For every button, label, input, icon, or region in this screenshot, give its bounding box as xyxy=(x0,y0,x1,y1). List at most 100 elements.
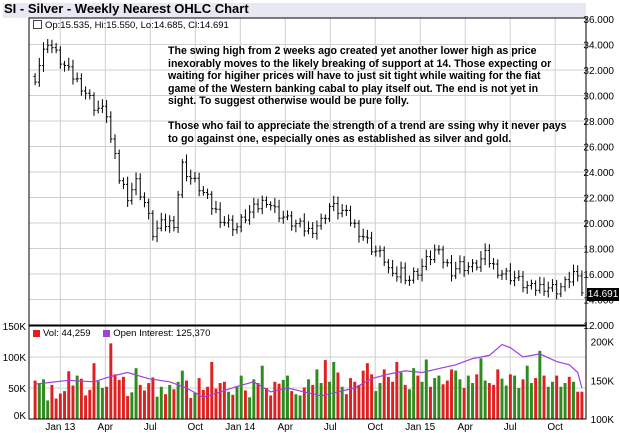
ohlc-bar xyxy=(500,269,504,280)
ohlc-bar xyxy=(58,46,62,69)
volume-bar xyxy=(273,381,277,419)
volume-bar xyxy=(332,361,336,419)
ohlc-bar xyxy=(306,221,311,235)
volume-bar xyxy=(471,383,475,419)
ohlc-bar xyxy=(529,279,534,290)
volume-bar xyxy=(550,381,554,419)
volume-bar xyxy=(521,379,525,419)
volume-y-axis-left-labels: 0K 50K 100K 150K xyxy=(3,322,27,422)
volume-bar xyxy=(424,359,428,419)
volume-bar xyxy=(391,381,395,419)
title-bar-background xyxy=(3,3,586,18)
ohlc-bar xyxy=(391,259,395,277)
ohlc-bar xyxy=(576,265,580,282)
ohlc-bar xyxy=(151,210,155,241)
price-tick-label: 28.000 xyxy=(583,117,614,128)
volume-bar xyxy=(328,381,332,419)
volume-bar xyxy=(206,386,210,419)
volume-bar xyxy=(105,386,109,419)
volume-bar xyxy=(63,391,67,419)
volume-bar xyxy=(361,370,365,419)
ohlc-bar xyxy=(462,256,466,277)
volume-bar xyxy=(256,383,260,419)
volume-bar xyxy=(142,390,146,419)
volume-bar xyxy=(214,388,218,419)
ohlc-bar xyxy=(428,250,433,266)
ohlc-bar xyxy=(496,259,500,279)
ohlc-bar xyxy=(538,276,542,294)
volume-bar xyxy=(294,394,298,419)
ohlc-bar xyxy=(353,219,357,228)
x-tick-label: Jan 14 xyxy=(225,422,255,433)
volume-bar xyxy=(462,388,466,419)
volume-bar xyxy=(147,383,151,419)
ohlc-bar xyxy=(386,258,391,274)
ohlc-bar xyxy=(239,213,243,233)
ohlc-bar xyxy=(222,216,226,227)
volume-bar xyxy=(138,384,142,419)
ohlc-bar xyxy=(193,172,197,183)
volume-bar xyxy=(538,350,542,419)
ohlc-bar xyxy=(50,39,54,54)
price-tick-label: 14.000 xyxy=(583,296,614,307)
volume-bar xyxy=(420,381,424,419)
volume-bar xyxy=(130,392,134,419)
ohlc-bar xyxy=(475,259,479,271)
volume-bar xyxy=(269,395,273,419)
volume-bar xyxy=(307,379,310,419)
volume-bar xyxy=(231,394,235,419)
ohlc-bar xyxy=(117,149,121,184)
volume-bar xyxy=(151,377,155,419)
volume-tick-label: 0K xyxy=(14,411,27,422)
price-tick-label: 36.000 xyxy=(583,15,614,26)
volume-bar xyxy=(374,391,378,419)
ohlc-bar xyxy=(105,99,109,124)
ohlc-bar xyxy=(197,172,201,197)
ohlc-bar xyxy=(332,195,336,212)
ohlc-bar xyxy=(142,192,147,208)
volume-bar xyxy=(458,379,462,419)
volume-bar xyxy=(285,375,289,419)
price-tick-label: 30.000 xyxy=(583,92,614,103)
ohlc-bar xyxy=(290,211,294,231)
volume-bar xyxy=(563,383,567,419)
volume-bar xyxy=(576,391,580,419)
ohlc-bar xyxy=(357,220,361,243)
volume-bar xyxy=(407,389,411,419)
ohlc-bar xyxy=(542,277,546,296)
ohlc-bar xyxy=(41,42,46,72)
ohlc-bar xyxy=(374,245,378,257)
ohlc-bar xyxy=(378,245,382,258)
ohlc-bar xyxy=(365,229,369,244)
volume-bar xyxy=(403,384,407,419)
ohlc-bar xyxy=(550,279,555,292)
volume-bar xyxy=(117,379,121,419)
ohlc-bar xyxy=(559,282,563,298)
open-interest-swatch-icon xyxy=(103,330,111,337)
ohlc-bar xyxy=(567,271,571,289)
volume-bar xyxy=(336,372,340,419)
last-price-badge: 14.691 xyxy=(587,288,619,301)
ohlc-bar xyxy=(37,57,41,87)
volume-bar xyxy=(210,361,214,419)
volume-bar xyxy=(33,380,37,419)
ohlc-bar xyxy=(487,244,491,268)
ohlc-bar xyxy=(256,198,260,213)
ohlc-bar xyxy=(138,173,142,201)
ohlc-bar xyxy=(361,228,365,241)
ohlc-bar xyxy=(449,255,454,282)
volume-bar xyxy=(534,378,538,419)
volume-bar xyxy=(492,384,496,419)
ohlc-bar xyxy=(512,270,517,287)
volume-bar xyxy=(134,368,138,419)
price-tick-label: 18.000 xyxy=(583,245,614,256)
ohlc-bar xyxy=(269,201,273,211)
price-tick-label: 26.000 xyxy=(583,143,614,154)
ohlc-bar xyxy=(369,231,374,256)
ohlc-bar xyxy=(172,215,176,232)
ohlc-bar xyxy=(243,209,248,224)
volume-bar xyxy=(227,391,231,419)
ohlc-bar xyxy=(33,73,37,86)
